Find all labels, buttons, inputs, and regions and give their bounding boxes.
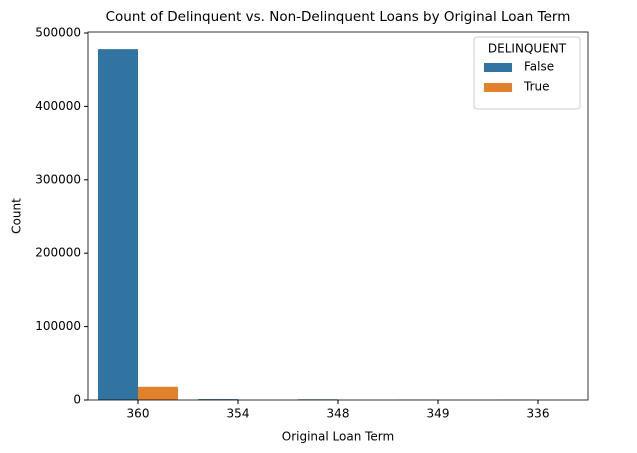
y-tick-label: 500000 <box>35 26 81 40</box>
bar <box>98 49 138 400</box>
legend-label: True <box>523 80 550 94</box>
legend-swatch <box>484 83 512 92</box>
x-tick-label: 348 <box>327 407 350 421</box>
y-tick-label: 0 <box>73 393 81 407</box>
x-tick-label: 360 <box>127 407 150 421</box>
x-axis-label: Original Loan Term <box>282 430 394 444</box>
y-tick-label: 300000 <box>35 172 81 186</box>
x-tick-label: 349 <box>427 407 450 421</box>
y-tick-label: 400000 <box>35 99 81 113</box>
legend-label: False <box>524 60 554 74</box>
y-tick-label: 100000 <box>35 319 81 333</box>
bar <box>138 386 178 400</box>
legend-swatch <box>484 63 512 72</box>
x-tick-label: 336 <box>527 407 550 421</box>
chart-title: Count of Delinquent vs. Non-Delinquent L… <box>106 9 571 25</box>
y-tick-label: 200000 <box>35 246 81 260</box>
x-tick-label: 354 <box>227 407 250 421</box>
bar <box>198 399 238 400</box>
y-axis-label: Count <box>10 198 24 234</box>
plot-frame <box>87 31 589 401</box>
legend-title: DELINQUENT <box>488 42 567 56</box>
